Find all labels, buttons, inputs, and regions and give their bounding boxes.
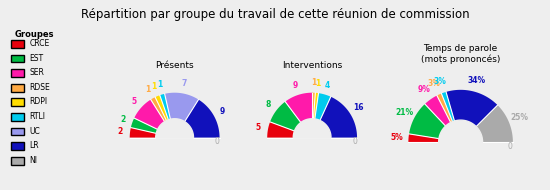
Text: NI: NI: [29, 156, 37, 165]
Text: 0: 0: [215, 137, 220, 146]
Title: Présents: Présents: [155, 61, 194, 70]
Text: 4: 4: [325, 81, 330, 89]
Text: 21%: 21%: [395, 108, 414, 117]
Polygon shape: [312, 97, 357, 138]
Text: Groupes: Groupes: [15, 30, 54, 39]
FancyBboxPatch shape: [11, 55, 24, 63]
Text: 1: 1: [311, 78, 317, 87]
Text: 5: 5: [131, 97, 136, 106]
Polygon shape: [409, 104, 461, 142]
Text: 1: 1: [151, 82, 156, 91]
Text: 1: 1: [146, 85, 151, 94]
Text: RDSE: RDSE: [29, 83, 50, 92]
Polygon shape: [461, 105, 513, 142]
Polygon shape: [160, 94, 175, 138]
Text: 7: 7: [181, 79, 186, 88]
Text: 2: 2: [118, 127, 123, 136]
Text: CRCE: CRCE: [29, 39, 50, 48]
Text: 34%: 34%: [468, 76, 486, 85]
FancyBboxPatch shape: [11, 98, 24, 106]
Text: UC: UC: [29, 127, 40, 136]
Text: 2: 2: [120, 115, 125, 124]
Text: 1: 1: [157, 80, 162, 89]
Text: 3%: 3%: [433, 77, 447, 86]
Text: 3%: 3%: [428, 79, 441, 89]
Polygon shape: [439, 120, 482, 142]
Text: 5: 5: [256, 123, 261, 132]
FancyBboxPatch shape: [11, 69, 24, 77]
Polygon shape: [134, 100, 175, 138]
Text: Répartition par groupe du travail de cette réunion de commission: Répartition par groupe du travail de cet…: [81, 8, 469, 21]
Polygon shape: [130, 128, 175, 138]
Polygon shape: [446, 90, 498, 142]
Polygon shape: [437, 93, 461, 142]
Polygon shape: [156, 119, 194, 138]
FancyBboxPatch shape: [11, 127, 24, 135]
FancyBboxPatch shape: [11, 40, 24, 48]
Text: LR: LR: [29, 141, 39, 150]
Text: 16: 16: [353, 104, 364, 112]
Text: 9%: 9%: [417, 86, 431, 94]
Polygon shape: [131, 118, 175, 138]
Text: RTLI: RTLI: [29, 112, 45, 121]
Text: 0: 0: [353, 137, 358, 146]
Text: 1: 1: [315, 79, 321, 88]
Text: 9: 9: [292, 81, 298, 90]
Polygon shape: [267, 122, 312, 138]
Text: 5%: 5%: [390, 133, 404, 142]
Text: RDPI: RDPI: [29, 97, 47, 106]
Polygon shape: [285, 93, 312, 138]
Text: 0: 0: [508, 142, 513, 151]
Polygon shape: [312, 93, 318, 138]
Polygon shape: [270, 102, 312, 138]
Polygon shape: [293, 119, 331, 138]
FancyBboxPatch shape: [11, 113, 24, 121]
Title: Temps de parole
(mots prononcés): Temps de parole (mots prononcés): [421, 44, 500, 64]
Text: 8: 8: [266, 100, 271, 109]
Text: 25%: 25%: [510, 113, 529, 122]
Polygon shape: [175, 100, 219, 138]
Polygon shape: [164, 93, 199, 138]
Polygon shape: [312, 93, 315, 138]
Polygon shape: [425, 96, 461, 142]
FancyBboxPatch shape: [11, 84, 24, 92]
Polygon shape: [442, 92, 461, 142]
Text: SER: SER: [29, 68, 44, 77]
Text: 9: 9: [220, 107, 225, 116]
Polygon shape: [408, 134, 461, 142]
Polygon shape: [151, 97, 175, 138]
Polygon shape: [155, 95, 175, 138]
FancyBboxPatch shape: [11, 142, 24, 150]
FancyBboxPatch shape: [11, 157, 24, 165]
Polygon shape: [312, 93, 331, 138]
Title: Interventions: Interventions: [282, 61, 342, 70]
Text: EST: EST: [29, 54, 43, 63]
